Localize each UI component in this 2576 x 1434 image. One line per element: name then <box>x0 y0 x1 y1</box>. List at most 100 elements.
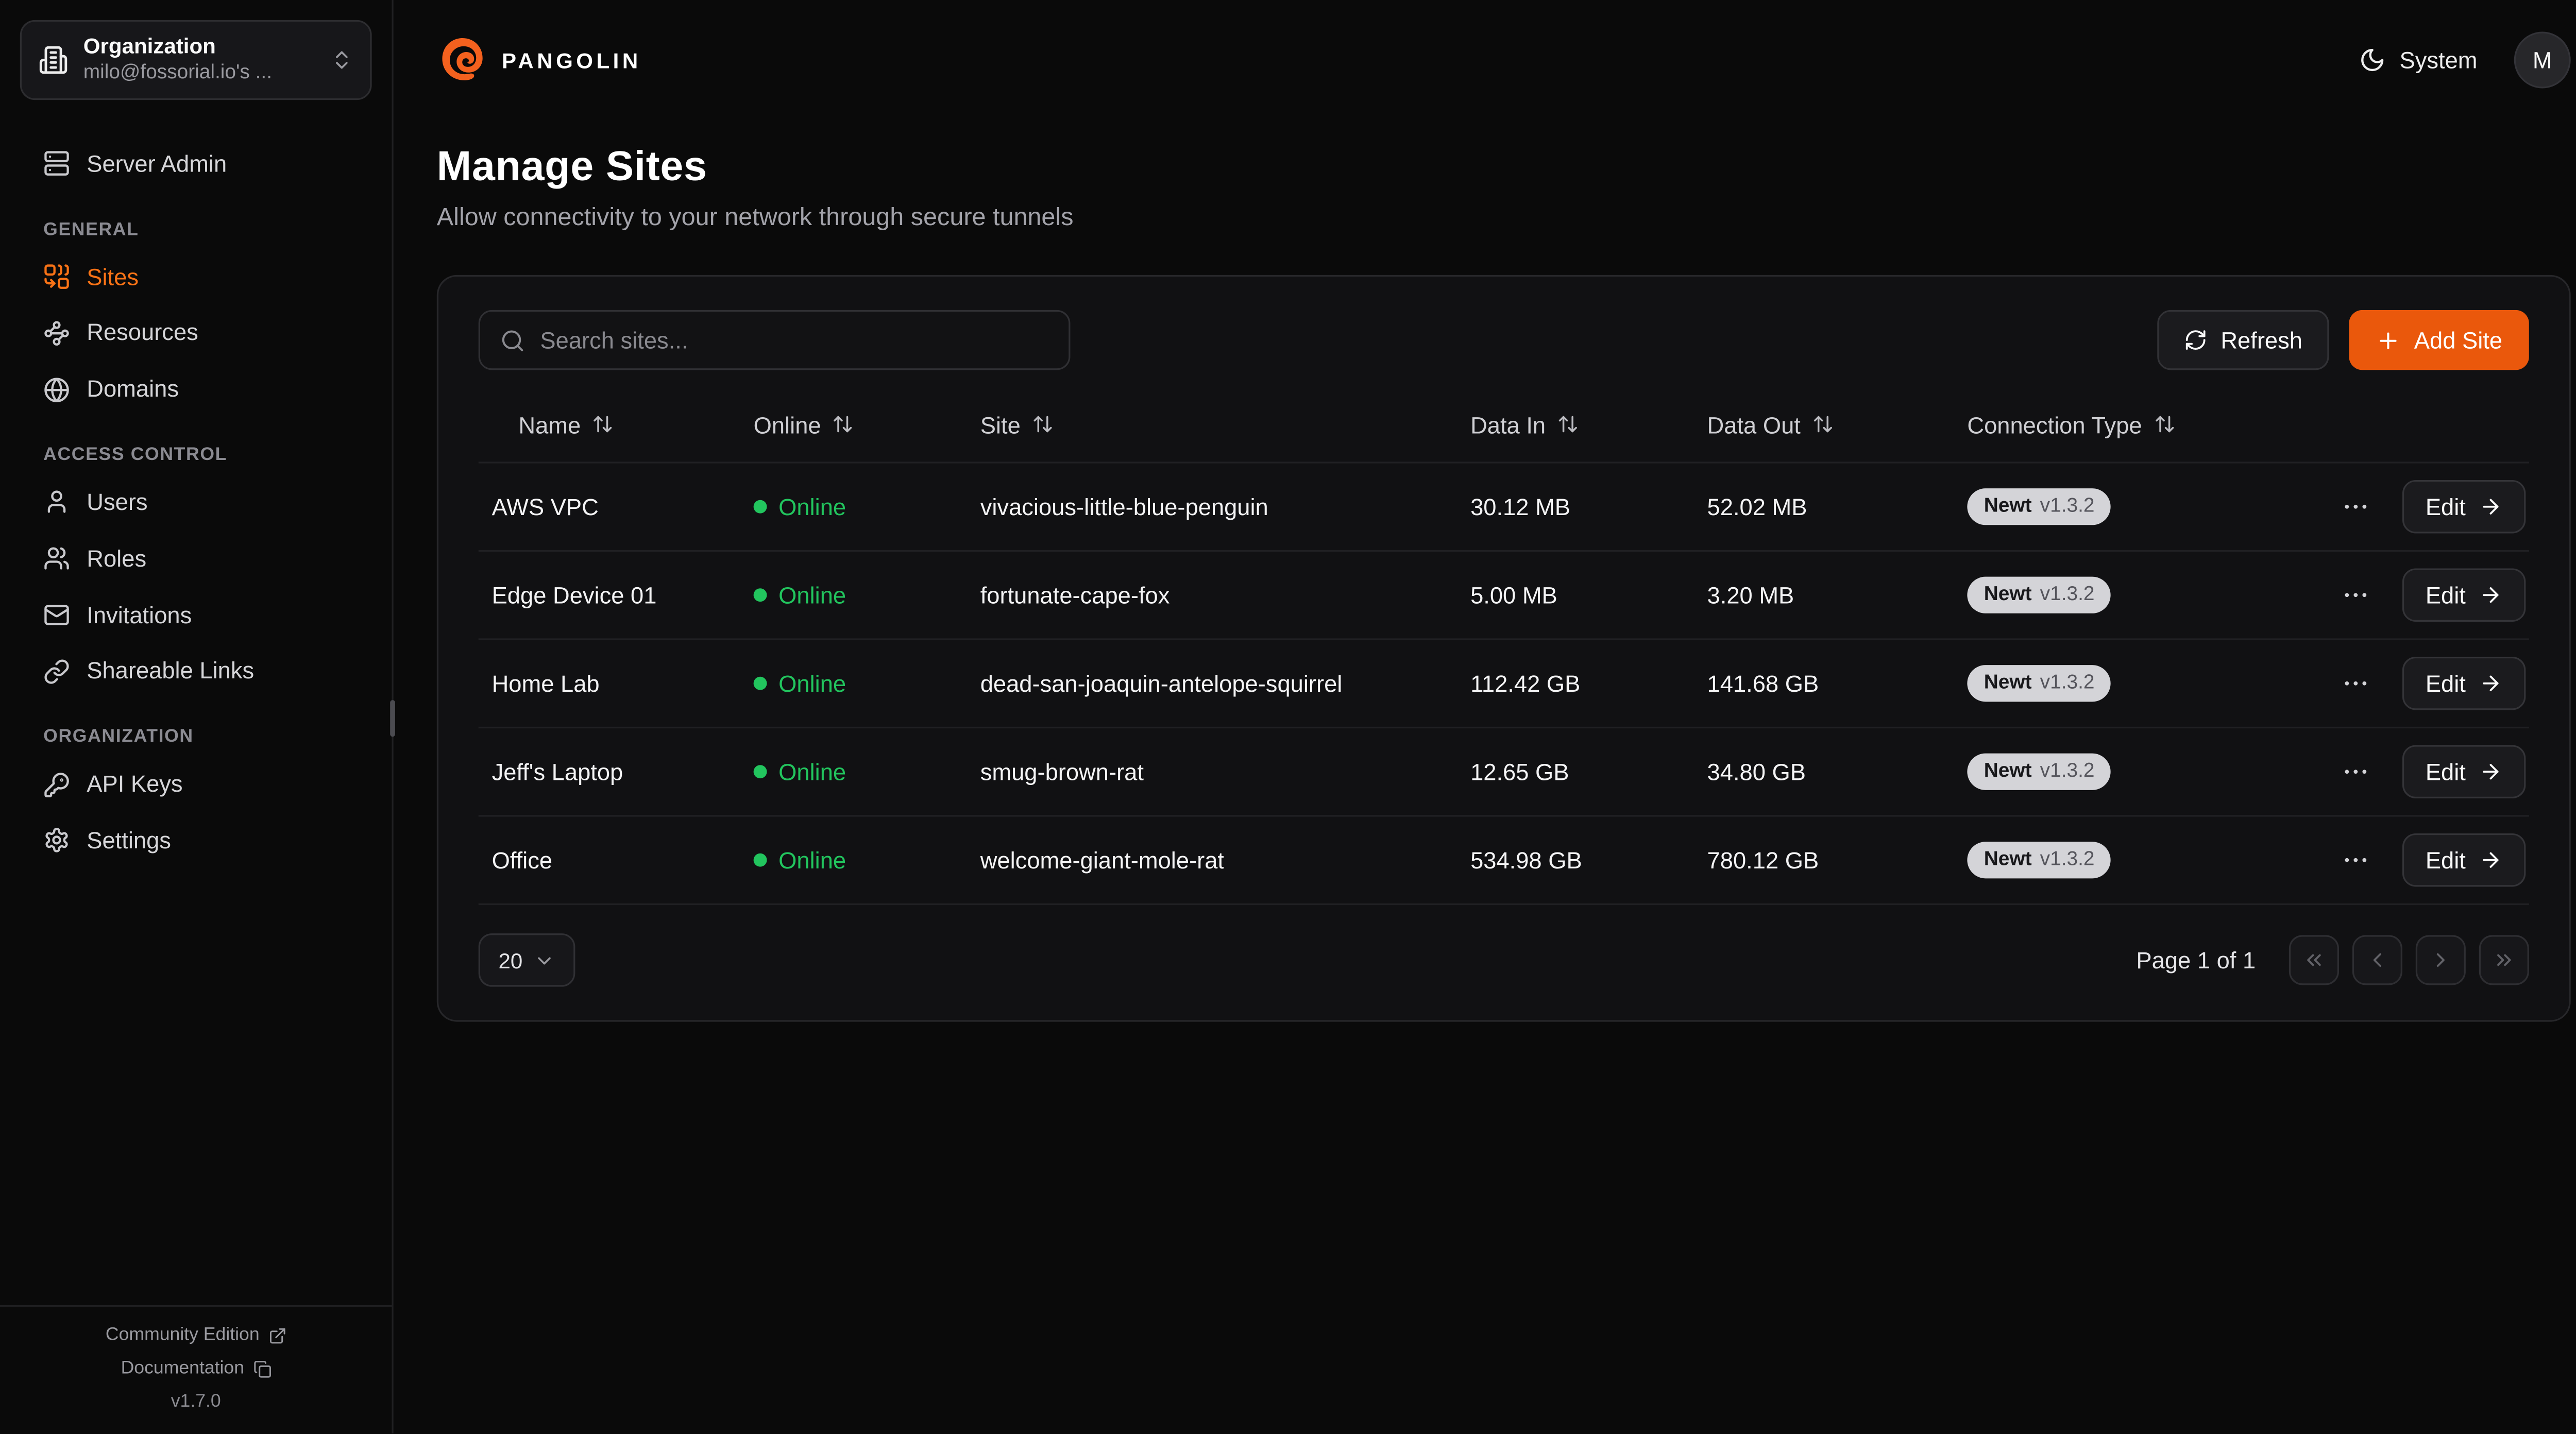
online-status-label: Online <box>778 758 846 786</box>
ellipsis-icon <box>2341 492 2370 522</box>
column-header-data-out[interactable]: Data Out <box>1694 411 1954 438</box>
site-name: AWS VPC <box>492 493 599 520</box>
card-toolbar: Refresh Add Site <box>478 310 2529 370</box>
section-title-general: GENERAL <box>43 219 139 240</box>
cell-online: Online <box>740 758 967 785</box>
sort-icon <box>833 414 854 435</box>
sidebar-item-label: Invitations <box>87 601 192 628</box>
search-input[interactable] <box>540 327 1049 354</box>
moon-icon <box>2360 47 2386 74</box>
column-header-label: Data Out <box>1707 411 1801 438</box>
sidebar-footer: Community Edition Documentation v1.7.0 <box>0 1305 392 1433</box>
sidebar-item-label: Server Admin <box>87 149 227 177</box>
cell-actions: Edit <box>2334 568 2529 622</box>
sidebar-item-settings[interactable]: Settings <box>23 813 368 868</box>
cell-connection-type: Newt v1.3.2 <box>1954 488 2334 525</box>
ellipsis-icon <box>2341 580 2370 610</box>
page-indicator: Page 1 of 1 <box>2136 946 2256 974</box>
refresh-button[interactable]: Refresh <box>2157 310 2329 370</box>
key-icon <box>43 771 70 798</box>
connection-name: Newt <box>1984 670 2032 694</box>
data-out-value: 780.12 GB <box>1707 846 1819 874</box>
cell-data-in: 5.00 MB <box>1457 582 1693 608</box>
community-edition-link[interactable]: Community Edition <box>106 1325 286 1345</box>
table-header-row: Name Online Site Data In <box>478 387 2529 464</box>
edit-site-button[interactable]: Edit <box>2402 656 2526 710</box>
cell-data-out: 52.02 MB <box>1694 493 1954 520</box>
cell-data-out: 141.68 GB <box>1694 670 1954 697</box>
site-slug: welcome-giant-mole-rat <box>980 846 1225 874</box>
sidebar-item-shareable-links[interactable]: Shareable Links <box>23 644 368 698</box>
server-icon <box>43 150 70 177</box>
sidebar-item-invitations[interactable]: Invitations <box>23 588 368 642</box>
table-footer: 20 Page 1 of 1 <box>478 933 2529 987</box>
site-slug: fortunate-cape-fox <box>980 582 1170 609</box>
online-status-label: Online <box>778 493 846 520</box>
connection-version: v1.3.2 <box>2040 582 2095 606</box>
gear-icon <box>43 827 70 854</box>
online-status-dot <box>753 765 767 779</box>
sidebar-item-sites[interactable]: Sites <box>23 249 368 304</box>
sidebar-item-roles[interactable]: Roles <box>23 532 368 586</box>
sidebar-item-server-admin[interactable]: Server Admin <box>23 136 368 191</box>
site-slug: vivacious-little-blue-penguin <box>980 493 1268 520</box>
sort-icon <box>1032 414 1054 435</box>
brand: PANGOLIN <box>437 35 641 85</box>
pagination: Page 1 of 1 <box>2136 935 2529 985</box>
sites-table: Name Online Site Data In <box>478 387 2529 906</box>
org-selector[interactable]: Organization milo@fossorial.io's ... <box>20 20 372 100</box>
cell-name: Edge Device 01 <box>479 582 740 608</box>
add-site-button[interactable]: Add Site <box>2349 310 2529 370</box>
data-out-value: 34.80 GB <box>1707 758 1806 786</box>
site-slug: smug-brown-rat <box>980 758 1144 786</box>
edit-site-button[interactable]: Edit <box>2402 480 2526 534</box>
first-page-button[interactable] <box>2289 935 2339 985</box>
rows-per-page-value: 20 <box>498 947 523 973</box>
online-status-label: Online <box>778 846 846 874</box>
column-header-online[interactable]: Online <box>740 411 967 437</box>
cell-online: Online <box>740 493 967 520</box>
cell-data-out: 34.80 GB <box>1694 758 1954 785</box>
rows-per-page-select[interactable]: 20 <box>478 933 576 987</box>
sort-icon <box>1557 414 1579 435</box>
row-menu-button[interactable] <box>2334 485 2377 528</box>
version-label: v1.7.0 <box>171 1391 221 1412</box>
column-header-connection-type[interactable]: Connection Type <box>1954 411 2334 437</box>
theme-toggle[interactable]: System <box>2360 47 2478 74</box>
cell-data-in: 12.65 GB <box>1457 758 1693 785</box>
cell-actions: Edit <box>2334 745 2529 798</box>
column-header-site[interactable]: Site <box>967 411 1457 437</box>
sidebar-item-api-keys[interactable]: API Keys <box>23 757 368 812</box>
sidebar-item-label: API Keys <box>87 770 183 797</box>
prev-page-button[interactable] <box>2352 935 2402 985</box>
online-status-dot <box>753 853 767 867</box>
user-avatar[interactable]: M <box>2514 31 2571 89</box>
pangolin-logo-icon <box>437 35 487 85</box>
row-menu-button[interactable] <box>2334 839 2377 882</box>
row-menu-button[interactable] <box>2334 573 2377 617</box>
column-header-name[interactable]: Name <box>479 411 740 437</box>
documentation-link[interactable]: Documentation <box>121 1358 271 1378</box>
row-menu-button[interactable] <box>2334 662 2377 705</box>
edit-site-button[interactable]: Edit <box>2402 833 2526 887</box>
edit-site-button[interactable]: Edit <box>2402 745 2526 798</box>
sidebar-item-users[interactable]: Users <box>23 475 368 530</box>
next-page-button[interactable] <box>2415 935 2466 985</box>
sidebar-resize-handle[interactable] <box>390 700 395 737</box>
sort-icon <box>2154 414 2175 435</box>
arrow-right-icon <box>2479 584 2502 607</box>
column-header-data-in[interactable]: Data In <box>1457 411 1693 438</box>
connection-type-badge: Newt v1.3.2 <box>1967 754 2111 790</box>
edit-site-button[interactable]: Edit <box>2402 568 2526 622</box>
sidebar-item-resources[interactable]: Resources <box>23 306 368 361</box>
connection-version: v1.3.2 <box>2040 670 2095 694</box>
cell-site: welcome-giant-mole-rat <box>967 847 1457 874</box>
site-name: Edge Device 01 <box>492 582 657 609</box>
data-in-value: 112.42 GB <box>1470 670 1581 697</box>
row-menu-button[interactable] <box>2334 750 2377 793</box>
org-selector-texts: Organization milo@fossorial.io's ... <box>83 33 315 87</box>
page-header: Manage Sites Allow connectivity to your … <box>394 120 2576 232</box>
sidebar-item-domains[interactable]: Domains <box>23 362 368 417</box>
last-page-button[interactable] <box>2479 935 2529 985</box>
column-header-label: Data In <box>1470 411 1546 438</box>
